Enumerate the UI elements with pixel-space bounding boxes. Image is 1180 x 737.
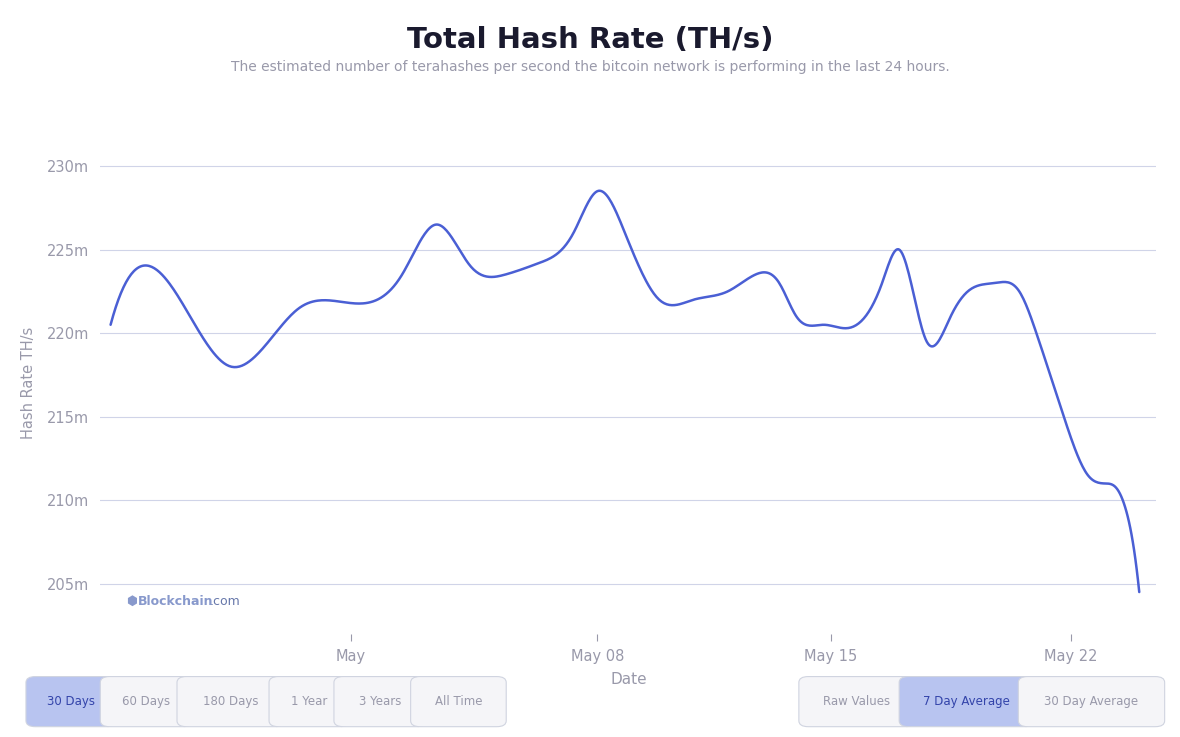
Text: 180 Days: 180 Days xyxy=(203,695,258,708)
Text: Total Hash Rate (TH/s): Total Hash Rate (TH/s) xyxy=(407,26,773,54)
Text: 30 Day Average: 30 Day Average xyxy=(1044,695,1139,708)
Y-axis label: Hash Rate TH/s: Hash Rate TH/s xyxy=(21,327,35,439)
Text: Blockchain: Blockchain xyxy=(138,595,214,608)
Text: The estimated number of terahashes per second the bitcoin network is performing : The estimated number of terahashes per s… xyxy=(230,60,950,74)
Text: Raw Values: Raw Values xyxy=(824,695,890,708)
Text: 60 Days: 60 Days xyxy=(123,695,170,708)
Text: ⬢: ⬢ xyxy=(127,595,143,608)
Text: .com: .com xyxy=(210,595,241,608)
Text: All Time: All Time xyxy=(434,695,483,708)
Text: 3 Years: 3 Years xyxy=(359,695,401,708)
Text: 30 Days: 30 Days xyxy=(47,695,94,708)
X-axis label: Date: Date xyxy=(610,672,647,688)
Text: 1 Year: 1 Year xyxy=(291,695,327,708)
Text: 7 Day Average: 7 Day Average xyxy=(923,695,1010,708)
